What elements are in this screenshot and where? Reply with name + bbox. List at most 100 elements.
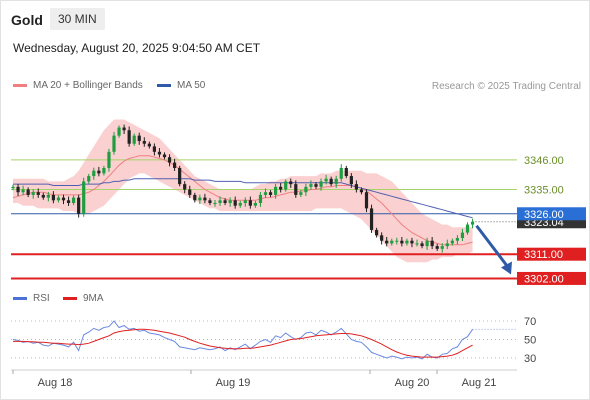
level-label-3326.00: 3326.00 — [517, 207, 586, 221]
candle-body — [258, 194, 263, 203]
candle-body — [36, 192, 40, 195]
bollinger-band-layer — [13, 119, 473, 263]
candle-body — [137, 135, 141, 142]
rsi-tick-70: 70 — [524, 316, 536, 328]
candle-body — [82, 181, 86, 214]
candle-body — [364, 192, 369, 209]
candle-body — [304, 186, 308, 193]
candle-body — [198, 197, 202, 201]
time-axis: Aug 18 Aug 19 Aug 20 Aug 21 — [11, 369, 517, 389]
legend-ma20-label: MA 20 + Bollinger Bands — [33, 80, 143, 91]
rsi-panel: 70 50 30 — [11, 316, 536, 365]
legend-ma50-label: MA 50 — [177, 80, 206, 91]
candle-body — [263, 192, 268, 195]
candle-body — [400, 240, 404, 244]
candle-body — [16, 186, 20, 193]
candle-body — [72, 197, 76, 203]
time-axis-label-3: Aug 21 — [462, 377, 497, 389]
legend-ma50: MA 50 — [157, 80, 205, 91]
candle-body — [450, 240, 454, 244]
candle-body — [470, 221, 475, 225]
level-label-3335.00: 3335.00 — [524, 185, 564, 197]
candle-body — [107, 151, 111, 168]
candle-body — [188, 189, 192, 195]
legend-ma50-swatch — [157, 83, 171, 87]
candle-body — [203, 197, 207, 201]
candle-body — [26, 189, 30, 195]
moving-average-layer — [12, 155, 473, 246]
candle-body — [405, 240, 409, 244]
candle-body — [167, 157, 172, 163]
level-label-3311.00: 3311.00 — [517, 247, 586, 261]
rsi-line — [12, 320, 474, 360]
timeframe-button[interactable]: 30 MIN — [50, 8, 105, 30]
candle-body — [208, 200, 212, 203]
candle-body — [87, 176, 91, 182]
candle-body — [178, 167, 182, 185]
candle-body — [415, 243, 419, 245]
legend-9ma: 9MA — [63, 293, 104, 304]
legend-ma20-swatch — [13, 83, 27, 87]
candle-body — [390, 240, 394, 244]
candle-body — [233, 200, 237, 206]
candle-body — [173, 162, 177, 168]
candle-body — [56, 197, 61, 201]
candle-body — [238, 203, 242, 206]
levels-layer — [11, 159, 517, 280]
candle-body — [268, 192, 273, 195]
level-label-3311.00-text: 3311.00 — [524, 249, 563, 261]
candle-body — [294, 184, 298, 195]
candle-body — [455, 238, 459, 241]
candle-body — [147, 143, 151, 147]
candle-body — [324, 178, 328, 182]
rsi-tick-50: 50 — [524, 335, 536, 347]
legend-rsi-swatch — [13, 296, 27, 300]
candle-body — [253, 203, 257, 206]
candle-body — [445, 243, 449, 247]
candle-body — [375, 229, 379, 236]
candle-body — [354, 184, 358, 190]
candle-body — [435, 246, 439, 249]
rsi-9ma-line — [13, 328, 473, 358]
candle-body — [369, 208, 374, 230]
candle-body — [344, 167, 348, 177]
candle-body — [410, 240, 414, 244]
candle-body — [132, 135, 136, 144]
legend-9ma-swatch — [63, 296, 77, 300]
candle-body — [334, 178, 338, 185]
candle-body — [329, 178, 333, 185]
candle-body — [142, 141, 146, 144]
bollinger-band — [13, 119, 473, 263]
candle-body — [425, 240, 429, 247]
candle-body — [92, 170, 96, 177]
candle-body — [440, 246, 444, 249]
candle-body — [127, 130, 131, 144]
candle-body — [319, 181, 323, 187]
candle-body — [460, 232, 465, 239]
candle-body — [279, 186, 283, 190]
research-credit: Research © 2025 Trading Central — [431, 81, 581, 92]
level-label-3302.00-bg — [517, 271, 586, 285]
instrument-title: Gold — [11, 12, 43, 28]
candle-body — [11, 186, 15, 189]
candle-body — [21, 189, 25, 193]
candle-body — [152, 146, 156, 152]
candle-body — [41, 194, 45, 198]
candle-body — [183, 184, 187, 190]
candle-body — [339, 167, 343, 179]
level-label-3302.00-text: 3302.00 — [524, 273, 564, 285]
ma20-line — [12, 155, 473, 246]
candle-body — [97, 170, 101, 174]
level-label-3311.00-bg — [517, 247, 586, 261]
candle-body — [61, 197, 66, 201]
candle-body — [228, 200, 232, 203]
candle-body — [51, 194, 55, 201]
legend-ma20-bollinger: MA 20 + Bollinger Bands — [13, 80, 143, 91]
candle-body — [284, 181, 288, 190]
forecast-arrow — [475, 224, 512, 275]
candle-body — [66, 200, 71, 203]
rsi-tick-30: 30 — [524, 353, 536, 365]
candle-body — [157, 151, 162, 155]
candle-body — [349, 176, 353, 185]
candle-body — [77, 197, 81, 214]
